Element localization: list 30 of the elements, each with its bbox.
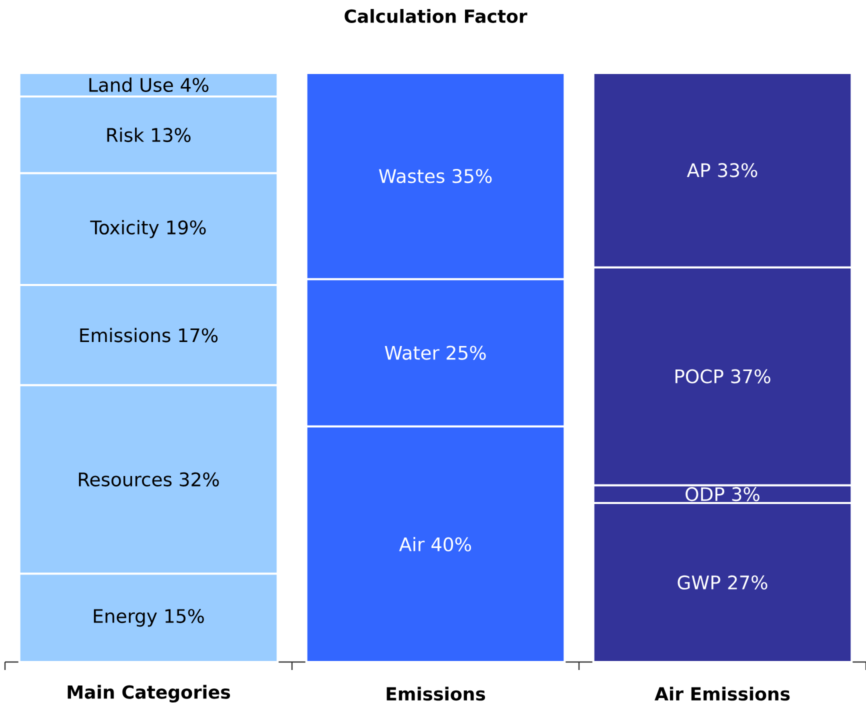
series-label: AP	[686, 163, 710, 177]
series-label: Land Use	[89, 78, 173, 92]
data-label: 15%	[165, 608, 204, 624]
data-label: 13%	[152, 128, 191, 142]
series-label: Toxicity	[90, 220, 159, 238]
series-label: Risk	[107, 128, 144, 142]
data-label: 35%	[452, 169, 492, 184]
data-label: 3%	[732, 487, 760, 502]
series-label: GWP	[678, 575, 720, 590]
series-label: Air	[399, 536, 425, 552]
x-tick-label: Main Categories	[68, 684, 230, 702]
series-label: Water	[384, 346, 440, 360]
data-label: 25%	[446, 346, 486, 360]
series-label: Energy	[94, 609, 157, 627]
data-label: 27%	[728, 575, 768, 590]
x-tick-label: Emissions	[386, 686, 486, 701]
data-label: 32%	[180, 472, 219, 486]
series-label: Resources	[78, 472, 172, 486]
data-label: 33%	[718, 163, 758, 178]
data-label: 17%	[179, 328, 218, 342]
series-label: Wastes	[378, 169, 444, 184]
chart-title: Calculation Factor	[344, 9, 528, 23]
series-label: ODP	[686, 487, 724, 502]
data-label: 40%	[431, 537, 471, 552]
x-tick-label: Air Emissions	[654, 686, 790, 701]
data-label: 4%	[180, 78, 208, 92]
data-label: 37%	[731, 369, 770, 384]
data-label: 19%	[167, 220, 206, 234]
series-label: POCP	[676, 369, 724, 384]
series-label: Emissions	[80, 328, 170, 342]
